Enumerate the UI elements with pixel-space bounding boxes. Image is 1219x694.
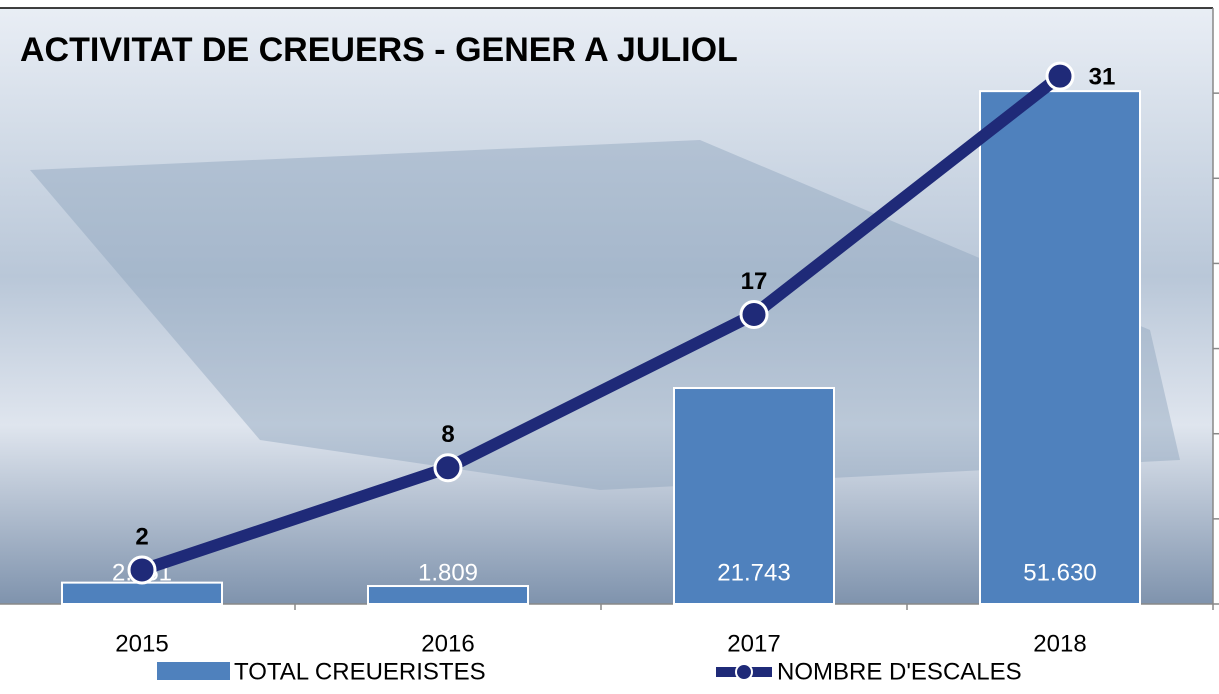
bar	[368, 586, 528, 604]
line-marker	[1047, 63, 1073, 89]
x-tick-label: 2016	[421, 630, 474, 657]
line-value-label: 2	[135, 523, 148, 550]
bar-value-label: 1.809	[418, 559, 478, 586]
legend-swatch	[157, 662, 230, 680]
chart: ACTIVITAT DE CREUERS - GENER A JULIOL 20…	[0, 0, 1219, 689]
x-tick-label: 2017	[727, 630, 780, 657]
x-tick-label: 2015	[115, 630, 168, 657]
line-marker	[741, 302, 767, 328]
legend-swatch	[736, 664, 752, 680]
bar-value-label: 51.630	[1023, 559, 1096, 586]
legend-label: TOTAL CREUERISTES	[234, 658, 486, 685]
line-value-label: 8	[441, 421, 454, 448]
line-marker	[129, 557, 155, 583]
line-value-label: 31	[1089, 63, 1116, 90]
bar-value-label: 21.743	[717, 559, 790, 586]
chart-title: ACTIVITAT DE CREUERS - GENER A JULIOL	[20, 31, 738, 69]
bar	[980, 91, 1140, 604]
line-value-label: 17	[741, 268, 768, 295]
x-tick-label: 2018	[1033, 630, 1086, 657]
line-marker	[435, 455, 461, 481]
legend-label: NOMBRE D'ESCALES	[777, 658, 1022, 685]
